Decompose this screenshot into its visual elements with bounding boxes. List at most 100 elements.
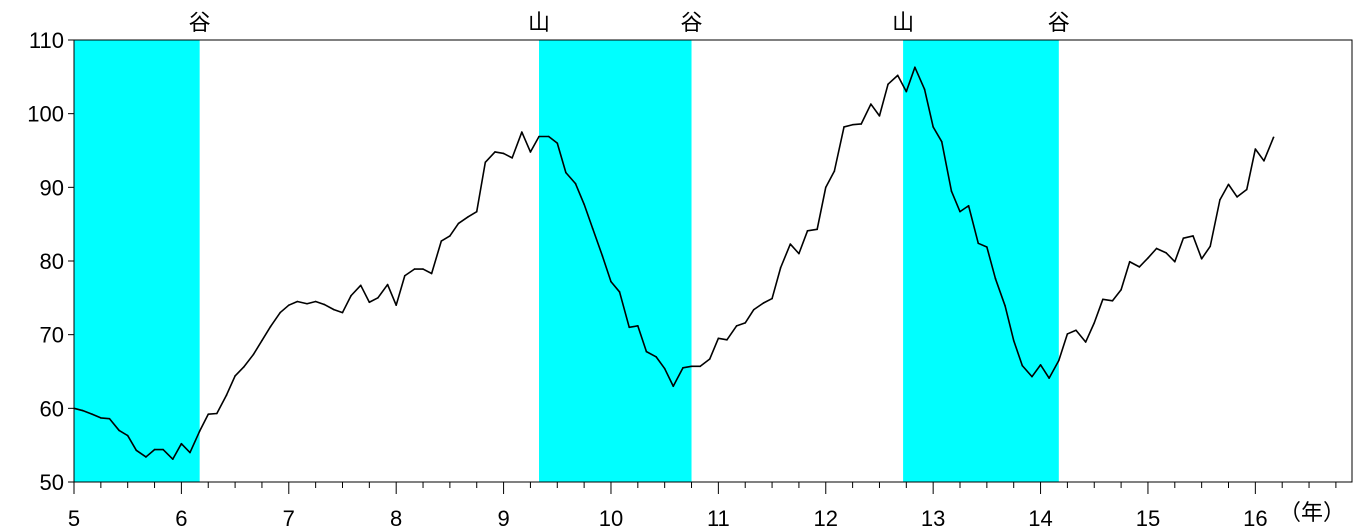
data-point	[967, 204, 970, 207]
data-point	[565, 171, 567, 174]
data-point	[618, 291, 621, 293]
data-point	[413, 268, 416, 270]
data-point	[663, 367, 666, 370]
data-point	[1147, 257, 1149, 259]
data-point	[306, 302, 308, 305]
y-tick-label-110: 110	[29, 28, 64, 53]
data-point	[467, 216, 469, 218]
plot-frame	[73, 39, 1353, 483]
data-point	[994, 277, 997, 280]
data-point	[959, 210, 961, 213]
data-point	[655, 355, 657, 358]
y-tick-label-50: 50	[40, 470, 64, 495]
x-axis-unit-label: （年）	[1279, 501, 1345, 526]
data-point	[1128, 260, 1131, 263]
data-point	[279, 311, 281, 314]
data-point	[234, 375, 236, 377]
data-point	[153, 448, 156, 451]
data-point	[511, 157, 513, 159]
data-point	[878, 115, 881, 117]
data-point	[940, 140, 943, 143]
data-point	[860, 123, 863, 125]
data-point	[1155, 247, 1158, 250]
data-point	[189, 451, 191, 454]
data-point	[350, 294, 352, 297]
data-point	[1058, 359, 1060, 362]
data-point	[816, 228, 818, 231]
data-point	[1048, 377, 1050, 379]
x-tick-label-16: 16	[1243, 506, 1267, 528]
data-point	[395, 304, 397, 307]
data-point	[457, 222, 460, 225]
x-tick-label-5: 5	[68, 506, 80, 528]
data-point	[538, 135, 540, 138]
data-point	[1004, 305, 1006, 307]
x-tick-label-13: 13	[921, 506, 945, 528]
data-point	[145, 456, 147, 458]
data-point	[1039, 364, 1042, 366]
data-point	[341, 311, 344, 314]
data-point	[610, 280, 612, 283]
data-point	[1066, 333, 1069, 335]
data-point	[1219, 199, 1221, 201]
data-point	[422, 268, 424, 270]
data-point	[753, 308, 755, 311]
data-point	[1120, 288, 1122, 291]
y-tick-label-90: 90	[40, 175, 64, 200]
x-tick-label-14: 14	[1028, 506, 1052, 528]
data-point	[1200, 257, 1203, 260]
data-point	[556, 142, 559, 144]
data-point	[1236, 196, 1238, 198]
data-point	[923, 88, 926, 91]
data-point	[690, 365, 693, 368]
data-point	[73, 407, 75, 410]
data-point	[1254, 148, 1257, 150]
data-point	[574, 182, 577, 185]
phase-label-3: 谷	[681, 11, 703, 36]
x-tick-label-8: 8	[390, 506, 402, 528]
data-point	[744, 322, 747, 324]
data-point	[180, 442, 183, 445]
data-point	[1173, 260, 1176, 263]
data-point	[386, 283, 389, 286]
data-point	[977, 242, 980, 245]
data-point	[932, 126, 934, 128]
data-point	[583, 203, 585, 206]
data-point	[843, 126, 845, 128]
data-point	[1263, 160, 1265, 162]
data-point	[708, 358, 711, 360]
data-point	[1209, 245, 1212, 248]
data-point	[672, 385, 675, 388]
data-point	[1075, 329, 1077, 332]
data-point	[108, 417, 111, 420]
data-point	[896, 74, 899, 77]
data-point	[172, 458, 174, 460]
data-point	[521, 131, 523, 133]
data-point	[682, 367, 684, 369]
data-point	[207, 413, 210, 416]
data-point	[81, 409, 84, 412]
data-point	[762, 302, 765, 304]
data-point	[833, 170, 836, 172]
data-point	[333, 308, 335, 311]
data-point	[914, 66, 916, 69]
data-point	[377, 297, 379, 299]
data-point	[314, 300, 317, 303]
phase-label-1: 谷	[189, 11, 211, 36]
data-point	[162, 448, 164, 451]
phase-label-5: 谷	[1048, 11, 1070, 36]
data-point	[502, 152, 505, 155]
data-point	[430, 272, 433, 275]
data-point	[905, 90, 908, 93]
data-point	[126, 434, 129, 437]
data-point	[870, 103, 872, 105]
x-tick-label-15: 15	[1136, 506, 1160, 528]
data-point	[1111, 299, 1114, 302]
y-tick-label-70: 70	[40, 323, 64, 348]
y-tick-label-100: 100	[27, 102, 64, 127]
x-tick-label-12: 12	[814, 506, 838, 528]
data-point	[628, 326, 631, 329]
data-point	[1102, 298, 1104, 301]
phase-label-4: 山	[892, 11, 914, 36]
